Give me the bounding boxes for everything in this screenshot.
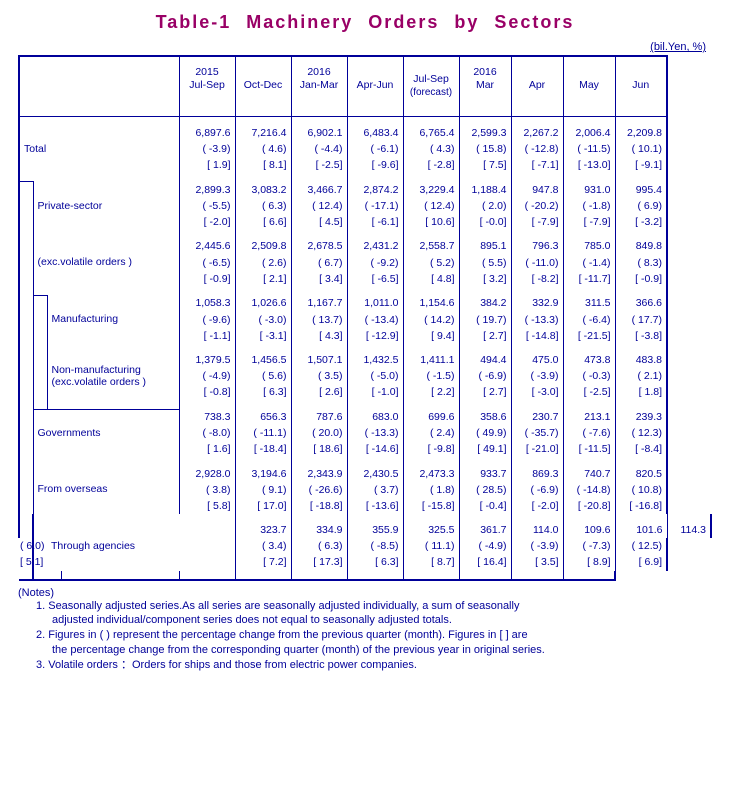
row-label: Private-sector bbox=[33, 182, 179, 231]
unit-label: (bil.Yen, %) bbox=[18, 41, 712, 53]
col-head: Jun bbox=[615, 56, 667, 102]
orders-table: 2015Jul-Sep Oct-Dec 2016Jan-Mar Apr-Jun … bbox=[18, 55, 712, 581]
row-label: Manufacturing bbox=[47, 295, 179, 344]
table-title: Table-1 Machinery Orders by Sectors bbox=[18, 12, 712, 33]
row-overseas: From overseas 2,928.03,194.62,343.92,430… bbox=[19, 466, 711, 482]
col-head: May bbox=[563, 56, 615, 102]
row-label: (exc.volatile orders ) bbox=[33, 238, 179, 287]
row-agencies: Through agencies 323.7334.9355.9325.5361… bbox=[19, 522, 711, 538]
row-label: Non-manufacturing(exc.volatile orders ) bbox=[47, 352, 179, 401]
row-private: Private-sector 2,899.33,083.23,466.72,87… bbox=[19, 182, 711, 198]
col-head: Apr-Jun bbox=[347, 56, 403, 102]
notes-heading: (Notes) bbox=[18, 587, 712, 599]
col-head: Oct-Dec bbox=[235, 56, 291, 102]
row-label: Through agencies bbox=[47, 522, 235, 571]
note-3: 3. Volatile orders ：Orders for ships and… bbox=[36, 658, 712, 673]
row-label: Governments bbox=[33, 409, 179, 458]
note-2-cont: the percentage change from the correspon… bbox=[52, 643, 712, 658]
col-head: 2015Jul-Sep bbox=[179, 56, 235, 102]
note-1: 1. Seasonally adjusted series.As all ser… bbox=[36, 599, 712, 614]
row-mfg: Manufacturing 1,058.31,026.61,167.71,011… bbox=[19, 295, 711, 311]
row-gov: Governments 738.3656.3787.6683.0699.6358… bbox=[19, 409, 711, 425]
col-head: 2016Jan-Mar bbox=[291, 56, 347, 102]
cell: 6,897.6 bbox=[179, 125, 235, 141]
row-label: Total bbox=[19, 125, 179, 174]
col-head: Apr bbox=[511, 56, 563, 102]
col-head: 2016Mar bbox=[459, 56, 511, 102]
note-2: 2. Figures in ( ) represent the percenta… bbox=[36, 628, 712, 643]
col-head: Jul-Sep(forecast) bbox=[403, 56, 459, 102]
row-exvol: (exc.volatile orders ) 2,445.62,509.82,6… bbox=[19, 238, 711, 254]
row-total: Total 6,897.67,216.46,902.16,483.46,765.… bbox=[19, 125, 711, 141]
row-nonmfg: Non-manufacturing(exc.volatile orders ) … bbox=[19, 352, 711, 368]
note-1-cont: adjusted individual/component series doe… bbox=[52, 613, 712, 628]
row-label: From overseas bbox=[33, 466, 179, 515]
